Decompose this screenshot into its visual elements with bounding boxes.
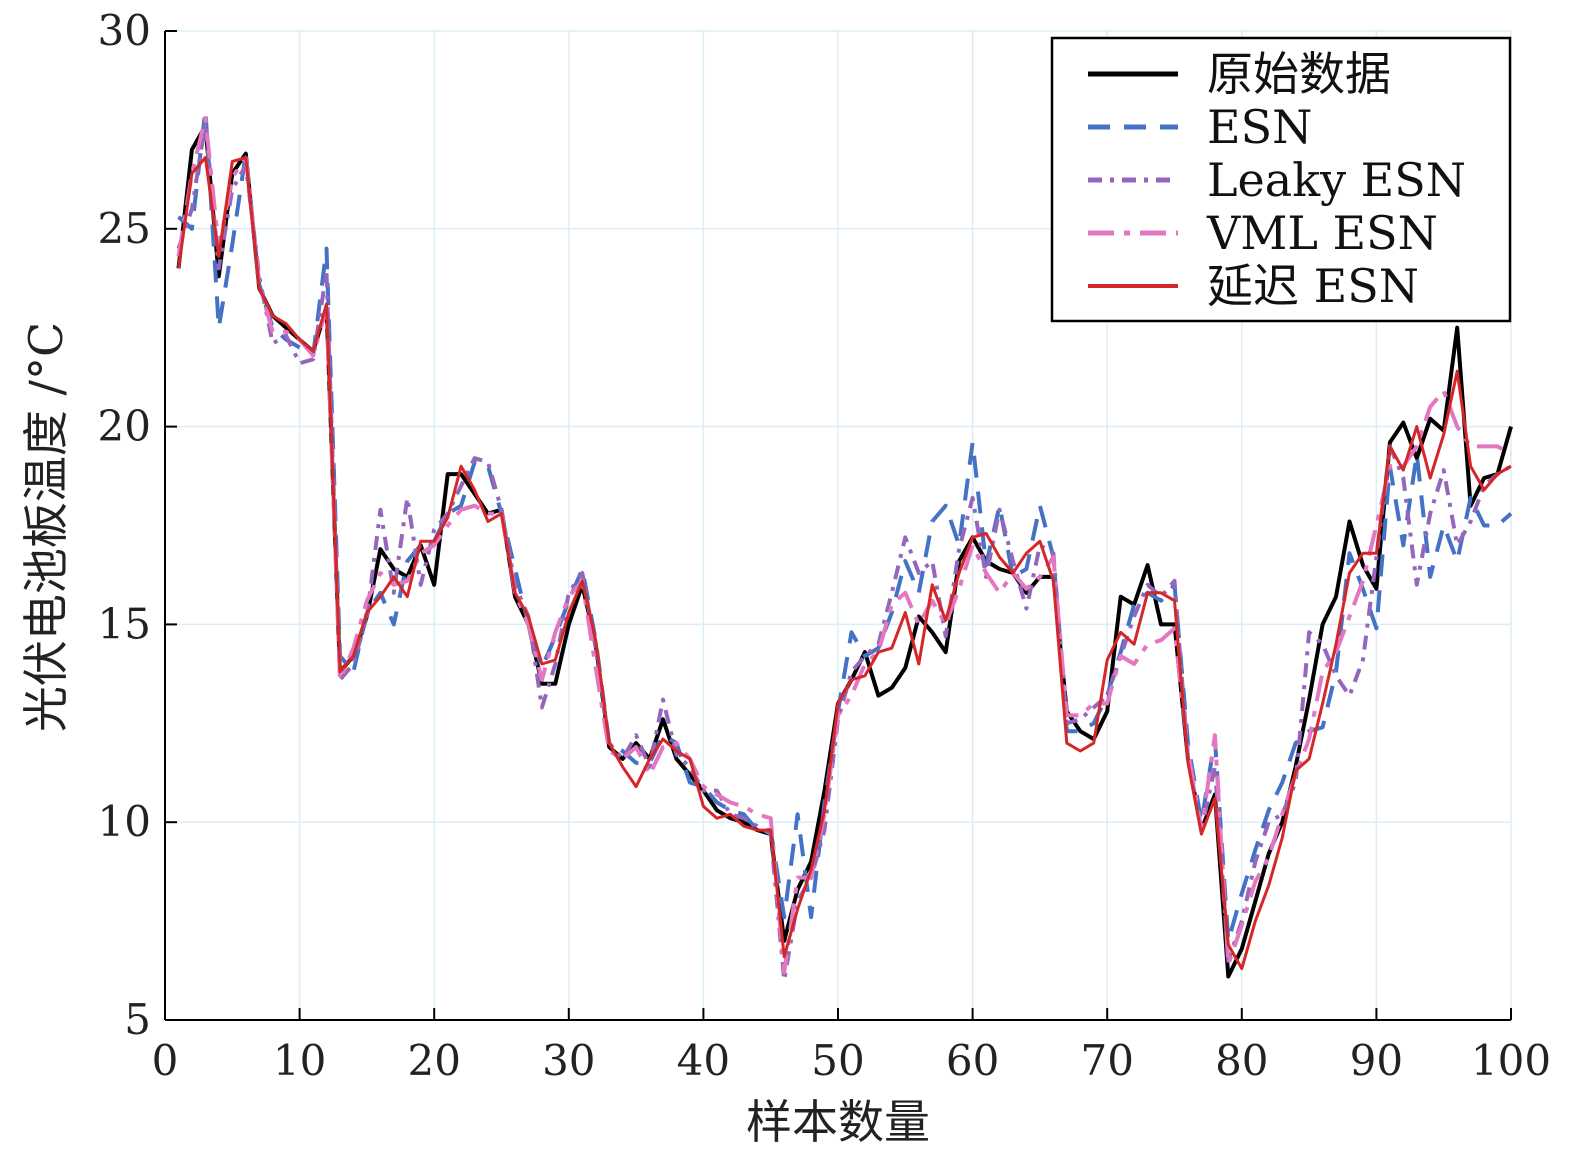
y-tick-label: 25 — [98, 204, 151, 253]
x-axis-title: 样本数量 — [746, 1095, 930, 1149]
series-line-4 — [176, 116, 1513, 975]
x-tick-label: 100 — [1471, 1036, 1551, 1085]
x-tick-label: 60 — [946, 1036, 999, 1085]
series-layer — [176, 108, 1513, 983]
y-tick-label: 10 — [98, 797, 151, 846]
y-tick-label: 20 — [98, 402, 151, 451]
series-line-5 — [177, 156, 1512, 971]
legend-label: ESN — [1207, 100, 1312, 154]
ticks: 0 10 20 30 40 50 60 70 80 90 100 5 10 15 20 25 30 — [98, 6, 1552, 1085]
legend-label: Leaky ESN — [1207, 153, 1466, 207]
x-tick-label: 90 — [1350, 1036, 1403, 1085]
legend-label: VML ESN — [1206, 206, 1438, 260]
x-tick-label: 20 — [407, 1036, 460, 1085]
y-tick-label: 15 — [98, 599, 151, 648]
legend-label: 原始数据 — [1207, 47, 1391, 101]
x-tick-label: 0 — [152, 1036, 179, 1085]
x-tick-label: 70 — [1080, 1036, 1133, 1085]
x-tick-label: 30 — [542, 1036, 595, 1085]
x-tick-label: 80 — [1215, 1036, 1268, 1085]
y-axis-title: 光伏电池板温度 /°C — [19, 322, 73, 732]
y-tick-label: 5 — [124, 995, 151, 1044]
series-line-2 — [177, 108, 1513, 943]
x-tick-label: 40 — [677, 1036, 730, 1085]
legend-label: 延迟 ESN — [1207, 259, 1419, 313]
y-tick-label: 30 — [98, 6, 151, 55]
x-tick-label: 10 — [273, 1036, 326, 1085]
x-tick-label: 50 — [811, 1036, 864, 1085]
